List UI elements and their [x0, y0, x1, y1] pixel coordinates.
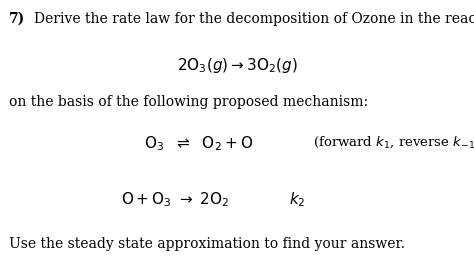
Text: 7): 7)	[9, 12, 25, 26]
Text: on the basis of the following proposed mechanism:: on the basis of the following proposed m…	[9, 95, 368, 109]
Text: Derive the rate law for the decomposition of Ozone in the reaction: Derive the rate law for the decompositio…	[34, 12, 474, 26]
Text: $\mathrm{O}_3\ \ \rightleftharpoons\ \ \mathrm{O}_2 + \mathrm{O}$: $\mathrm{O}_3\ \ \rightleftharpoons\ \ \…	[145, 134, 254, 153]
Text: (forward $k_1$, reverse $k_{-1}$): (forward $k_1$, reverse $k_{-1}$)	[313, 134, 474, 150]
Text: $2\mathrm{O}_3(g) \rightarrow 3\mathrm{O}_2(g)$: $2\mathrm{O}_3(g) \rightarrow 3\mathrm{O…	[177, 56, 297, 75]
Text: $\mathrm{O} + \mathrm{O}_3\ \rightarrow\ 2\mathrm{O}_2$: $\mathrm{O} + \mathrm{O}_3\ \rightarrow\…	[121, 191, 229, 209]
Text: Use the steady state approximation to find your answer.: Use the steady state approximation to fi…	[9, 237, 404, 251]
Text: $k_2$: $k_2$	[289, 191, 306, 209]
